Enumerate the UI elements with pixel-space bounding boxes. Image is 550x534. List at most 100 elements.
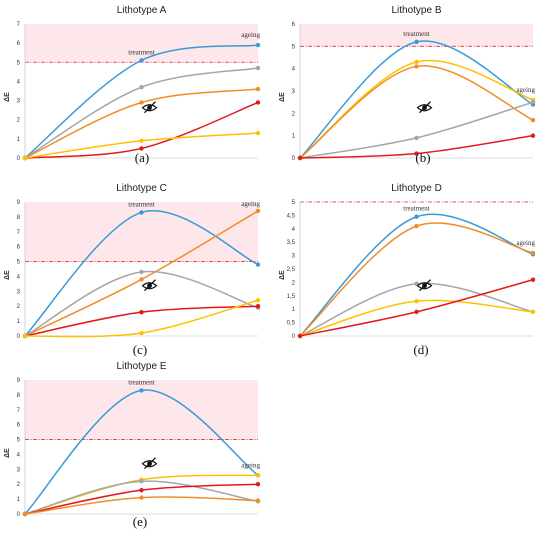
series-line bbox=[299, 222, 534, 337]
data-point bbox=[255, 304, 261, 309]
threshold-zone bbox=[25, 24, 258, 63]
annotation-ageing: ageing bbox=[516, 86, 535, 94]
data-point bbox=[255, 100, 261, 105]
y-tick-label: 4 bbox=[292, 67, 296, 73]
series-line bbox=[299, 282, 534, 337]
data-point bbox=[297, 333, 303, 339]
data-point bbox=[139, 309, 144, 315]
series-red bbox=[297, 277, 536, 339]
y-tick-label: 0 bbox=[292, 334, 296, 340]
y-tick-label: 1,5 bbox=[287, 294, 296, 300]
y-tick-label: 6 bbox=[17, 423, 21, 429]
data-point bbox=[139, 269, 144, 275]
data-point bbox=[139, 58, 144, 63]
eye-slash-icon bbox=[416, 101, 433, 114]
chart-lithotype-c: 0 1 2 3 4 5 6 7 8 9 ΔE Lithotype C treatment ageing (c… bbox=[4, 183, 261, 357]
series-yellow bbox=[22, 298, 261, 339]
data-point bbox=[530, 99, 536, 105]
series-line bbox=[299, 278, 534, 337]
data-point bbox=[255, 65, 261, 71]
data-point bbox=[22, 333, 28, 339]
y-tick-label: 9 bbox=[17, 200, 21, 206]
y-tick-label: 1 bbox=[292, 307, 296, 313]
data-point bbox=[414, 214, 419, 219]
y-tick-label: 8 bbox=[17, 215, 21, 221]
panel-label: (d) bbox=[413, 342, 428, 357]
y-tick-label: 0 bbox=[17, 512, 21, 518]
series-line bbox=[299, 59, 534, 159]
data-point bbox=[530, 277, 536, 282]
data-point bbox=[22, 511, 28, 517]
y-tick-label: 2 bbox=[17, 482, 21, 488]
panel-label: (b) bbox=[415, 150, 430, 165]
y-tick-label: 2 bbox=[17, 118, 21, 124]
series-orange bbox=[22, 495, 261, 517]
series-red bbox=[297, 133, 536, 161]
threshold-zone bbox=[300, 24, 533, 47]
data-point bbox=[255, 208, 261, 214]
data-point bbox=[414, 59, 419, 65]
eye-slash-icon bbox=[416, 279, 433, 292]
y-tick-label: 6 bbox=[17, 41, 21, 47]
series-line bbox=[24, 67, 259, 159]
data-point bbox=[414, 309, 419, 315]
y-tick-label: 3 bbox=[17, 289, 21, 295]
y-tick-label: 5 bbox=[292, 44, 296, 50]
data-point bbox=[530, 133, 536, 138]
y-axis-label: ΔE bbox=[279, 270, 286, 280]
data-point bbox=[139, 146, 144, 151]
series-blue bbox=[297, 213, 536, 339]
y-tick-label: 7 bbox=[17, 22, 21, 28]
data-point bbox=[297, 155, 303, 161]
data-point bbox=[414, 223, 419, 229]
series-yellow bbox=[22, 130, 261, 161]
eye-slash-icon bbox=[141, 101, 158, 114]
data-point bbox=[414, 39, 419, 45]
y-tick-label: 5 bbox=[292, 200, 296, 206]
y-tick-label: 3 bbox=[17, 99, 21, 105]
annotation-treatment: treatment bbox=[128, 200, 154, 208]
chart-title: Lithotype C bbox=[116, 183, 167, 194]
data-point bbox=[255, 498, 261, 503]
data-point bbox=[255, 42, 261, 48]
y-tick-label: 8 bbox=[17, 393, 21, 399]
annotation-ageing: ageing bbox=[241, 200, 260, 208]
data-point bbox=[139, 84, 144, 90]
y-tick-label: 4 bbox=[17, 274, 21, 280]
data-point bbox=[139, 138, 144, 143]
series-line bbox=[299, 65, 534, 159]
data-point bbox=[414, 298, 419, 304]
y-tick-label: 1 bbox=[17, 319, 21, 325]
chart-title: Lithotype B bbox=[391, 5, 441, 16]
y-axis-label: ΔE bbox=[279, 92, 286, 102]
annotation-ageing: ageing bbox=[241, 31, 260, 39]
y-tick-label: 2 bbox=[17, 304, 21, 310]
series-line bbox=[299, 213, 534, 337]
data-point bbox=[255, 473, 261, 478]
chart-lithotype-a: 0 1 2 3 4 5 6 7 ΔE Lithotype A treatment ageing (a) bbox=[4, 5, 261, 165]
y-tick-label: 2 bbox=[292, 111, 296, 117]
y-tick-label: 1 bbox=[17, 137, 21, 143]
chart-title: Lithotype D bbox=[391, 183, 442, 194]
y-tick-label: 3 bbox=[17, 467, 21, 473]
chart-lithotype-d: 0 0,5 1 1,5 2 2,5 3 3,5 4 4,5 5 ΔE Lithotype D treatm… bbox=[279, 183, 536, 357]
data-point bbox=[139, 210, 144, 215]
data-point bbox=[139, 100, 144, 105]
y-axis-label: ΔE bbox=[4, 92, 11, 102]
chart-title: Lithotype E bbox=[116, 361, 166, 372]
annotation-treatment: treatment bbox=[403, 30, 429, 38]
annotation-ageing: ageing bbox=[241, 461, 260, 469]
data-point bbox=[139, 330, 144, 336]
data-point bbox=[530, 309, 536, 315]
y-axis-label: ΔE bbox=[4, 448, 11, 458]
data-point bbox=[255, 262, 261, 267]
y-tick-label: 3 bbox=[292, 254, 296, 260]
y-tick-label: 1 bbox=[292, 134, 296, 140]
panel-label: (c) bbox=[133, 342, 147, 357]
y-tick-label: 9 bbox=[17, 378, 21, 384]
series-gray bbox=[22, 65, 261, 161]
series-line bbox=[299, 299, 534, 337]
y-tick-label: 4,5 bbox=[287, 213, 296, 219]
eye-slash-icon bbox=[141, 279, 158, 292]
y-tick-label: 7 bbox=[17, 408, 21, 414]
